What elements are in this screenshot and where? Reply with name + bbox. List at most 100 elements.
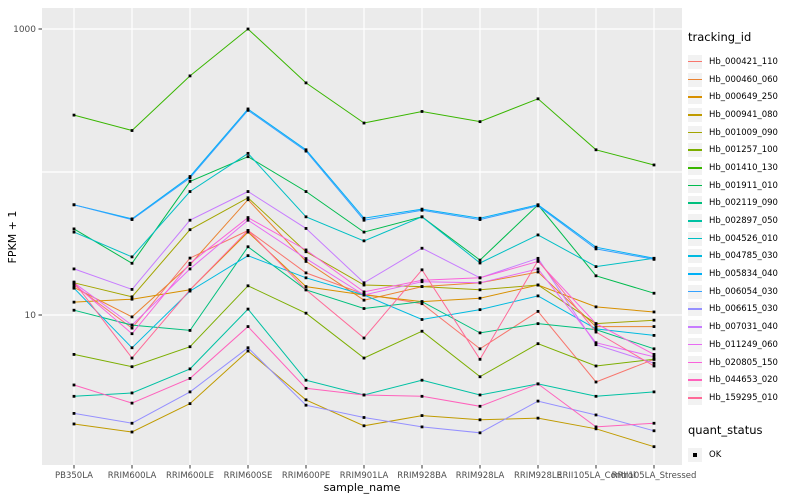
data-point [188, 179, 192, 183]
legend-item: Hb_159295_010 [688, 389, 798, 407]
data-point [594, 247, 598, 251]
data-point [478, 296, 482, 300]
data-point [652, 357, 656, 361]
data-point [362, 424, 366, 428]
legend-line-swatch [688, 355, 702, 370]
legend-label: Hb_001257_100 [709, 145, 778, 156]
legend-item: Hb_004785_030 [688, 248, 798, 266]
data-point [594, 364, 598, 368]
legend-line-swatch [688, 72, 702, 87]
data-point [420, 280, 424, 284]
legend-label: Hb_002119_090 [709, 198, 778, 209]
data-point [594, 425, 598, 429]
data-point [594, 245, 598, 249]
data-point [362, 230, 366, 234]
data-point [130, 288, 134, 291]
data-point [362, 307, 366, 310]
data-point [478, 393, 482, 397]
legend-item: Hb_002119_090 [688, 195, 798, 213]
data-point [362, 281, 366, 285]
legend-label: Hb_006615_030 [709, 304, 778, 315]
x-tick-label: RRIM600PE [282, 471, 330, 481]
data-point [304, 403, 308, 407]
data-point [536, 267, 540, 271]
data-point [246, 196, 250, 200]
data-point [246, 254, 250, 258]
legend-line-swatch [688, 373, 702, 388]
data-point [594, 305, 598, 309]
data-point [130, 218, 134, 221]
legend-item: Hb_001009_090 [688, 124, 798, 142]
data-point [130, 323, 134, 327]
data-point [652, 421, 656, 425]
legend-item: Hb_006054_030 [688, 283, 798, 301]
x-tick-label: RRII105LA_Stressed [612, 471, 697, 481]
data-point [304, 227, 308, 230]
data-point [246, 151, 250, 155]
data-point [362, 293, 366, 297]
data-point [594, 341, 598, 345]
data-point [246, 230, 250, 234]
legend-line-swatch [688, 196, 702, 211]
data-point [478, 308, 482, 312]
data-point [420, 302, 424, 306]
data-point [304, 257, 308, 260]
data-point [594, 394, 598, 398]
legend-label: Hb_000421_110 [709, 56, 778, 67]
data-point [652, 291, 656, 295]
data-point [246, 190, 250, 193]
data-point [420, 246, 424, 250]
data-point [304, 386, 308, 390]
data-point [652, 429, 656, 433]
data-point [188, 390, 192, 394]
data-point [130, 346, 134, 350]
data-point [478, 281, 482, 285]
data-point [362, 121, 366, 125]
data-point [130, 365, 134, 369]
legend-label: Hb_002897_050 [709, 216, 778, 227]
x-tick-label: RRII105LA_Control [557, 471, 636, 481]
legend-item: Hb_004526_010 [688, 230, 798, 248]
legend-item: Hb_044653_020 [688, 371, 798, 389]
legend-item: Hb_005834_040 [688, 265, 798, 283]
data-point [536, 342, 540, 346]
x-tick-label: RRIM928LA [456, 471, 505, 481]
data-point [188, 256, 192, 260]
data-point [188, 367, 192, 371]
data-point [420, 208, 424, 212]
data-point [478, 276, 482, 280]
legend-line-swatch [688, 284, 702, 299]
data-point [130, 297, 134, 301]
legend2-title: quant_status [688, 422, 763, 437]
quant-status-legend: quant_status OK [688, 423, 798, 464]
data-point [536, 309, 540, 313]
legend-items: Hb_000421_110 Hb_000460_060 Hb_000649_250 H… [688, 53, 798, 407]
legend: tracking_id Hb_000421_110 Hb_000460_060 Hb… [688, 30, 798, 463]
data-point [536, 204, 540, 208]
legend-label: Hb_004526_010 [709, 233, 778, 244]
data-point [130, 295, 134, 299]
legend-item: Hb_000649_250 [688, 88, 798, 106]
legend-line-swatch [688, 178, 702, 193]
x-tick-label: RRIM901LA [340, 471, 389, 481]
data-point [304, 311, 308, 315]
legend-label: Hb_159295_010 [709, 392, 778, 403]
x-tick-label: PB350LA [55, 471, 93, 481]
data-point [246, 27, 250, 31]
data-point [72, 308, 76, 312]
data-point [72, 282, 76, 286]
data-point [246, 284, 250, 288]
data-point [130, 129, 134, 132]
data-point [420, 425, 424, 429]
x-tick-label: RRIM600LA [108, 471, 157, 481]
data-point [246, 155, 250, 159]
data-point [362, 336, 366, 340]
legend-label: Hb_000460_060 [709, 74, 778, 85]
y-tick-label: 10 [25, 311, 37, 321]
data-point [362, 290, 366, 294]
data-point [536, 233, 540, 237]
legend-line-swatch [688, 54, 702, 69]
legend-line-swatch [688, 214, 702, 229]
legend-item: Hb_001911_010 [688, 177, 798, 195]
y-axis-title: FPKM + 1 [6, 210, 19, 264]
